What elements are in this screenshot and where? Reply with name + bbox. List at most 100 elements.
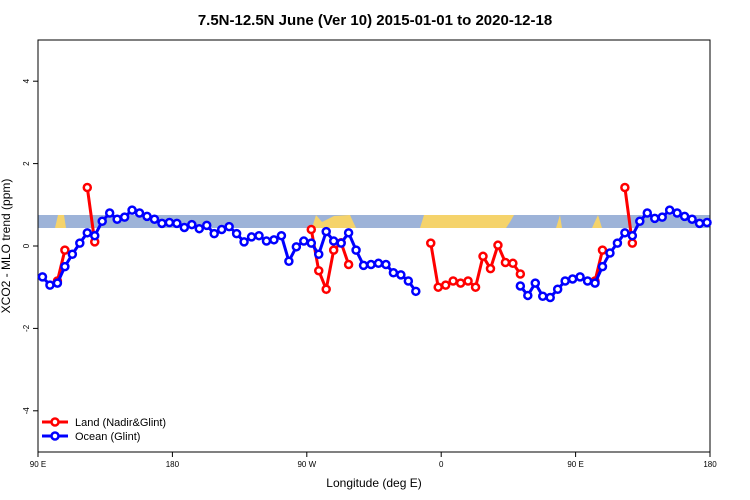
point — [530, 278, 541, 288]
point — [89, 230, 100, 241]
point — [112, 214, 122, 224]
point — [321, 284, 331, 295]
point — [299, 236, 309, 246]
chart-title: 7.5N-12.5N June (Ver 10) 2015-01-01 to 2… — [198, 12, 552, 29]
point — [328, 236, 339, 246]
point — [284, 256, 294, 266]
point — [396, 270, 406, 280]
point — [60, 245, 70, 255]
point — [119, 212, 130, 222]
point — [201, 220, 212, 231]
point — [620, 228, 630, 238]
point — [537, 291, 548, 302]
point — [433, 282, 443, 292]
point — [82, 182, 93, 193]
point — [179, 222, 190, 233]
point — [172, 218, 182, 229]
point — [194, 223, 205, 234]
point — [351, 245, 361, 255]
point — [605, 248, 615, 258]
point — [157, 218, 167, 229]
point — [642, 208, 653, 218]
point — [224, 221, 234, 232]
legend-marker — [50, 431, 60, 441]
point — [635, 216, 645, 227]
point — [239, 237, 249, 247]
point — [582, 276, 593, 286]
point — [328, 245, 339, 255]
point — [209, 228, 219, 239]
point — [687, 214, 697, 224]
point — [657, 212, 667, 222]
point — [664, 205, 675, 215]
point — [567, 274, 578, 284]
point — [523, 290, 533, 301]
y-tick-label: -4 — [22, 407, 31, 415]
point — [358, 260, 369, 271]
point — [620, 182, 630, 193]
point — [508, 258, 518, 269]
point — [515, 269, 526, 279]
point — [67, 249, 78, 259]
point — [134, 208, 145, 218]
point — [366, 259, 376, 270]
point — [82, 228, 93, 238]
point — [470, 282, 481, 292]
point — [597, 261, 608, 272]
point — [455, 278, 466, 288]
point — [291, 242, 302, 252]
x-tick-label: 180 — [703, 460, 717, 469]
x-tick-label: 90 E — [567, 460, 583, 469]
point — [425, 238, 436, 248]
point — [590, 278, 600, 288]
point — [381, 259, 391, 270]
point — [231, 228, 242, 239]
point — [45, 280, 55, 290]
point — [485, 263, 496, 274]
plot-frame — [37, 39, 711, 453]
y-tick-label: 4 — [22, 78, 31, 83]
point — [448, 276, 458, 286]
y-axis-label: XCO2 - MLO trend (ppm) — [0, 179, 13, 314]
point — [612, 238, 623, 248]
point — [597, 245, 608, 255]
x-tick-label: 180 — [166, 460, 180, 469]
point — [104, 208, 115, 218]
point — [164, 217, 175, 228]
point — [52, 278, 63, 288]
point — [440, 280, 451, 290]
point — [254, 230, 264, 241]
point — [60, 261, 70, 272]
point — [246, 232, 257, 242]
x-tick-label: 90 W — [297, 460, 316, 469]
point — [627, 230, 638, 241]
point — [313, 249, 324, 259]
point — [649, 213, 660, 224]
point — [545, 292, 555, 303]
point — [37, 272, 48, 282]
point — [343, 259, 354, 270]
point — [463, 276, 473, 286]
point — [702, 217, 712, 228]
point — [515, 281, 526, 291]
legend-label: Land (Nadir&Glint) — [75, 417, 166, 429]
point — [336, 238, 346, 248]
x-tick-label: 90 E — [30, 460, 46, 469]
point — [149, 214, 160, 224]
point — [552, 284, 563, 295]
point — [127, 205, 137, 215]
point — [343, 228, 354, 238]
point — [306, 238, 317, 248]
point — [403, 276, 414, 286]
point — [500, 257, 511, 268]
point — [388, 268, 399, 278]
point — [276, 230, 287, 241]
point — [627, 238, 638, 248]
y-tick-label: 2 — [22, 161, 31, 166]
point — [373, 258, 384, 269]
y-tick-label: 0 — [22, 243, 31, 248]
y-tick-label: -2 — [22, 324, 31, 332]
x-tick-label: 0 — [439, 460, 444, 469]
point — [261, 236, 272, 246]
